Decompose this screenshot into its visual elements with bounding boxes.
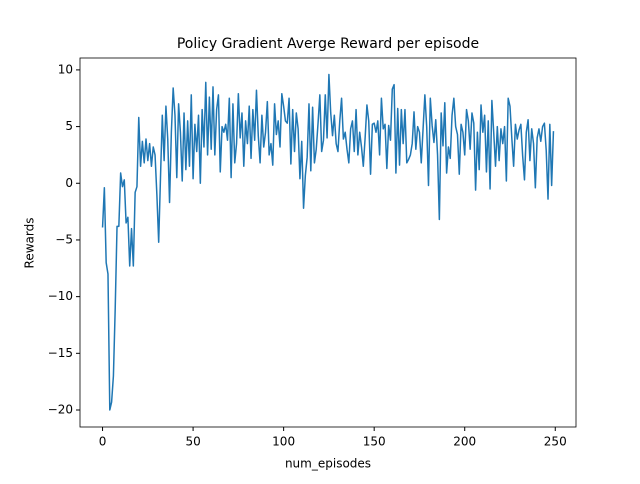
x-tick-label: 50 (185, 435, 200, 449)
x-tick-label: 250 (544, 435, 567, 449)
y-tick-label: 10 (58, 62, 73, 76)
x-axis-label: num_episodes (285, 457, 371, 471)
y-tick-label: −5 (55, 232, 73, 246)
x-tick-label: 150 (363, 435, 386, 449)
x-tick-label: 200 (453, 435, 476, 449)
y-axis-label: Rewards (23, 218, 37, 269)
x-tick-label: 0 (99, 435, 107, 449)
line-series (101, 73, 555, 411)
y-tick-label: −20 (48, 402, 73, 416)
y-tick-label: −15 (48, 346, 73, 360)
y-tick-label: −10 (48, 289, 73, 303)
y-tick-label: 0 (65, 176, 73, 190)
plot-frame (79, 57, 577, 428)
x-tick-label: 100 (272, 435, 295, 449)
chart-title: Policy Gradient Averge Reward per episod… (177, 36, 479, 52)
y-tick-label: 5 (65, 119, 73, 133)
